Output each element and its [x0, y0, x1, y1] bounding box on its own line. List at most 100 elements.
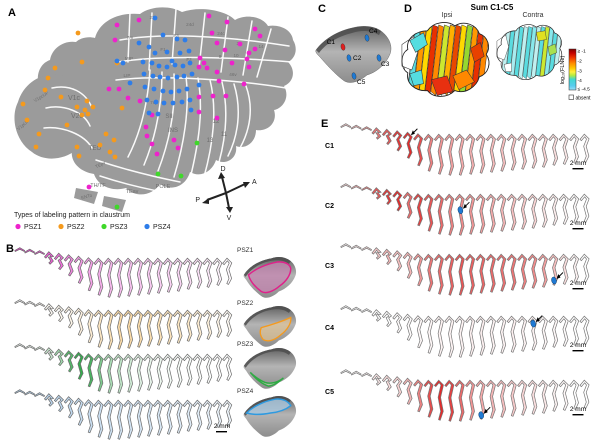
- cell-dot-psz4: [187, 97, 193, 103]
- area-label: 23: [149, 15, 155, 20]
- claustrum-section: [402, 377, 413, 405]
- cell-dot-psz4: [151, 86, 157, 92]
- claustrum-section: [485, 133, 496, 173]
- cell-dot-psz2: [24, 117, 30, 123]
- area-label: TEav: [126, 189, 139, 195]
- heatmap-patch: [470, 42, 485, 63]
- claustrum-section: [212, 353, 223, 382]
- cell-dot-psz4: [177, 50, 183, 56]
- cell-dot-psz2: [84, 98, 90, 104]
- psz2-inset-label: PSZ2: [237, 300, 254, 307]
- cell-dot-psz4: [136, 40, 142, 46]
- claustrum-section: [14, 389, 26, 394]
- panel-b-label: B: [6, 243, 14, 255]
- claustrum-section: [222, 353, 233, 381]
- claustrum-section: [381, 248, 393, 266]
- claustrum-section: [548, 193, 559, 226]
- claustrum-section: [53, 348, 65, 367]
- claustrum-section: [182, 309, 193, 342]
- claustrum-section: [123, 353, 134, 393]
- claustrum-section: [361, 126, 372, 131]
- claustrum-section: [381, 188, 393, 206]
- claustrum-section: [413, 253, 424, 287]
- cell-dot-psz4: [152, 50, 158, 56]
- claustrum-section: [527, 379, 538, 415]
- injection-site-c4: [364, 34, 370, 42]
- cell-dot-psz1: [246, 64, 252, 70]
- claustrum-section: [402, 251, 413, 279]
- area-label: 9: [219, 54, 222, 59]
- psz-row-psz2: [14, 299, 233, 350]
- claustrum-section: [433, 315, 444, 357]
- panel-c: C C1 C2 C3 C4 C5: [315, 3, 392, 86]
- cell-dot-psz4: [153, 99, 159, 105]
- claustrum-section: [485, 193, 496, 233]
- claustrum-section: [465, 315, 476, 357]
- cell-dot-psz4: [152, 15, 158, 21]
- claustrum-section: [402, 191, 413, 219]
- compass-a-label: A: [252, 179, 257, 186]
- claustrum-section: [83, 309, 94, 344]
- cell-dot-psz2: [107, 149, 113, 155]
- area-label: POLE: [156, 184, 171, 190]
- claustrum-section: [24, 390, 36, 396]
- psz4-zone: [245, 398, 292, 416]
- legend-items: PSZ1 PSZ2 PSZ3 PSZ4: [15, 223, 171, 231]
- cell-dot-psz2: [79, 112, 85, 118]
- case-row-scalebar-label: 2 mm: [570, 280, 586, 287]
- claustrum-section: [14, 299, 26, 304]
- area-label: TEO: [89, 146, 102, 152]
- cell-dot-psz2: [75, 30, 81, 36]
- claustrum-section: [152, 353, 163, 390]
- cell-dot-psz1: [175, 145, 181, 151]
- case-row-scalebar: [572, 228, 584, 230]
- claustrum-section: [444, 133, 455, 176]
- claustrum-section: [558, 379, 569, 411]
- claustrum-section: [83, 353, 94, 388]
- cell-dot-psz1: [252, 46, 258, 52]
- case-row-scalebar-label: 2 mm: [570, 406, 586, 413]
- cell-dot-psz4: [184, 86, 190, 92]
- cell-dot-psz2: [74, 104, 80, 110]
- cell-dot-psz4: [164, 49, 170, 55]
- injection-site-marker: [457, 206, 464, 214]
- claustrum-section: [34, 346, 45, 351]
- area-label: INS: [168, 128, 178, 134]
- claustrum-section: [423, 193, 434, 232]
- claustrum-section: [569, 193, 580, 224]
- heatmap-patch: [452, 69, 475, 90]
- claustrum-section: [381, 374, 393, 392]
- case-row-scalebar: [572, 168, 584, 170]
- claustrum-section: [340, 123, 352, 128]
- claustrum-section: [192, 399, 203, 431]
- claustrum-section: [527, 193, 538, 229]
- claustrum-section: [537, 315, 548, 350]
- absent-swatch: [568, 94, 574, 100]
- claustrum-section: [579, 379, 590, 409]
- claustrum-section: [413, 315, 424, 349]
- claustrum-section: [24, 300, 36, 306]
- claustrum-section: [202, 257, 213, 288]
- case-row-scalebar: [572, 350, 584, 352]
- claustrum-section: [423, 379, 434, 418]
- cell-dot-psz1: [244, 56, 250, 62]
- cell-dot-psz1: [252, 26, 258, 32]
- claustrum-section: [402, 313, 413, 341]
- claustrum-section: [83, 399, 94, 434]
- cell-dot-psz4: [156, 63, 162, 69]
- injection-site-label: C4: [369, 28, 378, 35]
- contra-label: Contra: [522, 12, 543, 19]
- claustrum-section: [569, 133, 580, 164]
- claustrum-section: [517, 193, 528, 230]
- panel-b: B PSZ1 PSZ2 PSZ3 PSZ4: [6, 243, 297, 440]
- cell-dot-psz4: [165, 75, 171, 81]
- injection-arrowhead: [462, 203, 467, 209]
- cell-dot-psz1: [136, 17, 142, 23]
- psz-row-psz4: [14, 389, 233, 440]
- claustrum-section: [485, 379, 496, 419]
- claustrum-section: [73, 397, 84, 426]
- cell-dot-psz4: [188, 107, 194, 113]
- cell-dot-psz4: [120, 60, 126, 66]
- compass-p-label: P: [195, 197, 200, 204]
- legend-label: PSZ1: [24, 224, 42, 231]
